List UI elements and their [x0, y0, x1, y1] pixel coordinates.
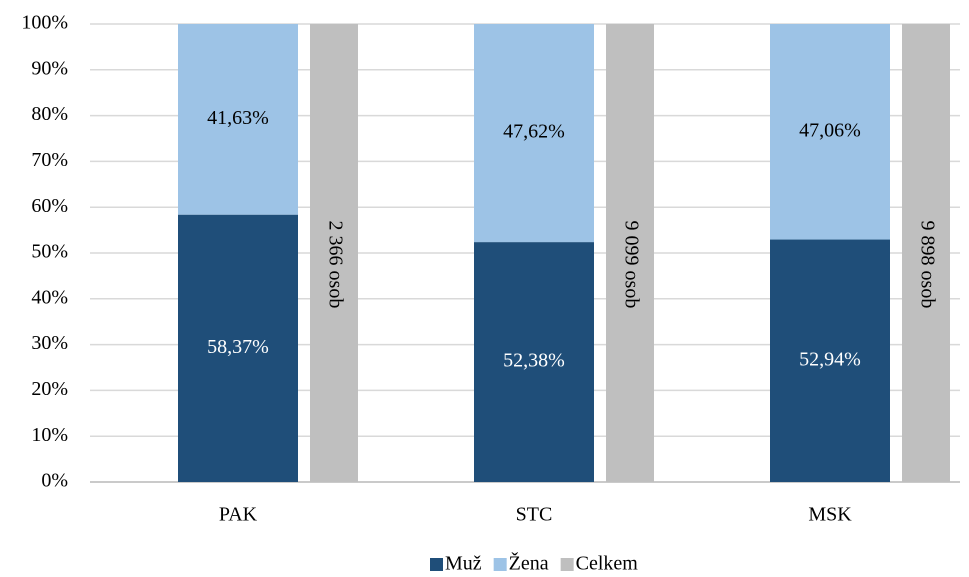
y-tick-label: 90% [31, 57, 68, 79]
bar-total [310, 24, 358, 482]
y-tick-label: 0% [41, 470, 68, 492]
x-tick-label: PAK [219, 504, 258, 526]
data-label: 52,94% [799, 348, 861, 370]
total-label: 9 898 osob [916, 221, 938, 309]
bar-total [606, 24, 654, 482]
legend-label: Žena [509, 552, 549, 575]
y-tick-label: 100% [21, 12, 68, 34]
y-tick-label: 70% [31, 149, 68, 171]
y-tick-label: 10% [31, 424, 68, 446]
bar-total [902, 24, 950, 482]
y-tick-label: 60% [31, 195, 68, 217]
total-label: 9 099 osob [620, 221, 642, 309]
bar-segment [474, 242, 594, 482]
legend-label: Muž [445, 553, 482, 575]
data-label: 41,63% [207, 107, 269, 129]
x-tick-label: MSK [808, 504, 852, 526]
legend-swatch [493, 558, 507, 571]
data-label: 47,06% [799, 119, 861, 141]
data-label: 47,62% [503, 121, 565, 143]
y-tick-label: 20% [31, 378, 68, 400]
bar-segment [178, 24, 298, 215]
y-tick-label: 50% [31, 241, 68, 263]
y-tick-label: 80% [31, 103, 68, 125]
data-label: 52,38% [503, 350, 565, 372]
legend-label: Celkem [576, 553, 639, 575]
x-tick-label: STC [516, 504, 553, 526]
total-label: 2 366 osob [324, 221, 346, 309]
data-label: 58,37% [207, 336, 269, 358]
legend-swatch [560, 558, 574, 571]
y-tick-label: 30% [31, 332, 68, 354]
bar-segment [770, 239, 890, 482]
bar-segment [474, 24, 594, 243]
legend-swatch [430, 558, 443, 571]
bar-segment [770, 24, 890, 240]
y-tick-label: 40% [31, 286, 68, 308]
bar-segment [178, 214, 298, 482]
